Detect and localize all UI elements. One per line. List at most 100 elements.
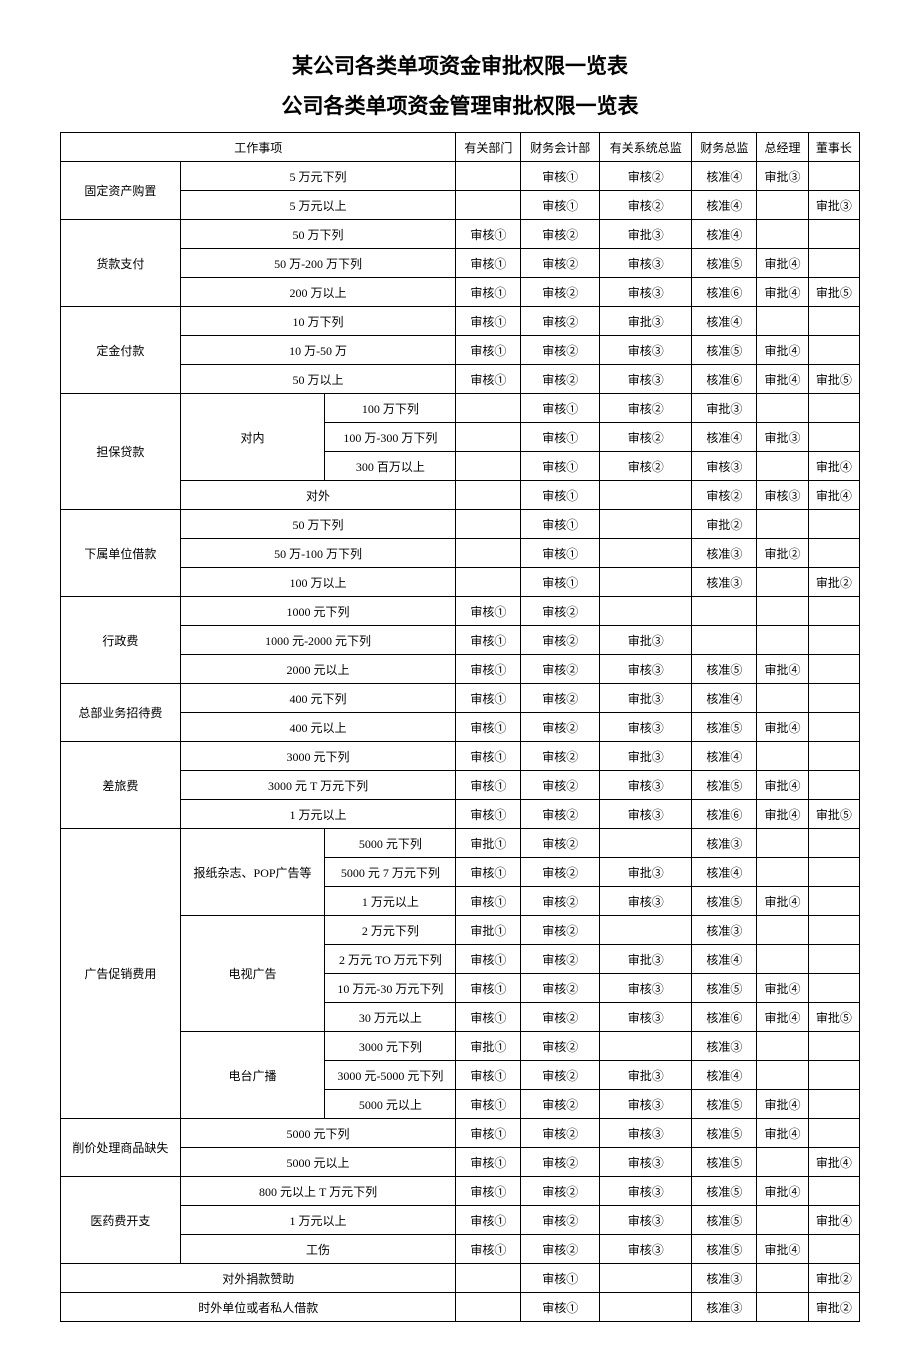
cell bbox=[600, 481, 692, 510]
cell: 审批③ bbox=[808, 191, 859, 220]
tier-cell: 1000 元-2000 元下列 bbox=[180, 626, 456, 655]
cell: 审批③ bbox=[600, 684, 692, 713]
table-row: 行政费 1000 元下列 审核① 审核② bbox=[61, 597, 860, 626]
cell: 审核① bbox=[521, 1293, 600, 1322]
cell bbox=[757, 1206, 808, 1235]
subcat-cell: 报纸杂志、POP广告等 bbox=[180, 829, 325, 916]
cell bbox=[456, 1293, 521, 1322]
cell: 审核② bbox=[521, 858, 600, 887]
cell bbox=[808, 1119, 859, 1148]
cell: 审批④ bbox=[757, 1119, 808, 1148]
cell bbox=[757, 1032, 808, 1061]
cell: 审核① bbox=[456, 278, 521, 307]
cell bbox=[808, 916, 859, 945]
cell: 审核① bbox=[456, 365, 521, 394]
cell: 核准⑤ bbox=[692, 336, 757, 365]
tier-cell: 5 万元以上 bbox=[180, 191, 456, 220]
cell: 核准⑥ bbox=[692, 278, 757, 307]
cell bbox=[456, 162, 521, 191]
cat-cell: 医药费开支 bbox=[61, 1177, 181, 1264]
cell bbox=[600, 1264, 692, 1293]
cell: 审核① bbox=[456, 713, 521, 742]
cell bbox=[808, 626, 859, 655]
cat-cell: 货款支付 bbox=[61, 220, 181, 307]
cell: 审批④ bbox=[757, 1177, 808, 1206]
cell: 审批① bbox=[456, 1032, 521, 1061]
cell: 审核② bbox=[521, 220, 600, 249]
table-row: 下属单位借款 50 万下列 审核① 审批② bbox=[61, 510, 860, 539]
cell bbox=[808, 597, 859, 626]
col-finance-director: 财务总监 bbox=[692, 133, 757, 162]
cell bbox=[808, 336, 859, 365]
cell bbox=[757, 1061, 808, 1090]
cell: 审核② bbox=[521, 597, 600, 626]
tier-cell: 100 万-300 万下列 bbox=[325, 423, 456, 452]
table-row: 医药费开支 800 元以上 T 万元下列 审核① 审核② 审核③ 核准⑤ 审批④ bbox=[61, 1177, 860, 1206]
cell: 审核① bbox=[456, 336, 521, 365]
cell: 审核① bbox=[456, 742, 521, 771]
cell: 审核③ bbox=[692, 452, 757, 481]
table-row: 50 万-200 万下列 审核① 审核② 审核③ 核准⑤ 审批④ bbox=[61, 249, 860, 278]
cell: 审核① bbox=[456, 974, 521, 1003]
cell: 审核③ bbox=[600, 1206, 692, 1235]
table-row: 5000 元以上 审核① 审核② 审核③ 核准⑤ 审批④ bbox=[61, 1148, 860, 1177]
cell: 审核① bbox=[456, 1235, 521, 1264]
table-row: 50 万以上 审核① 审核② 审核③ 核准⑥ 审批④ 审批⑤ bbox=[61, 365, 860, 394]
table-row: 固定资产购置 5 万元下列 审核① 审核② 核准④ 审批③ bbox=[61, 162, 860, 191]
cell: 审核① bbox=[521, 452, 600, 481]
cell: 审核③ bbox=[600, 336, 692, 365]
cat-cell: 对外捐款赞助 bbox=[61, 1264, 456, 1293]
cell: 审核③ bbox=[600, 887, 692, 916]
cell: 审批④ bbox=[757, 974, 808, 1003]
cell: 审核① bbox=[456, 1061, 521, 1090]
cell bbox=[757, 916, 808, 945]
subcat-cell: 电视广告 bbox=[180, 916, 325, 1032]
cell: 审批③ bbox=[600, 945, 692, 974]
tier-cell: 100 万下列 bbox=[325, 394, 456, 423]
col-work-item: 工作事项 bbox=[61, 133, 456, 162]
cell: 审批④ bbox=[757, 336, 808, 365]
cell: 审核③ bbox=[600, 713, 692, 742]
cell: 核准⑤ bbox=[692, 1090, 757, 1119]
cell: 审批④ bbox=[808, 1206, 859, 1235]
table-row: 200 万以上 审核① 审核② 审核③ 核准⑥ 审批④ 审批⑤ bbox=[61, 278, 860, 307]
cell bbox=[456, 568, 521, 597]
cell: 审核② bbox=[521, 713, 600, 742]
header-row: 工作事项 有关部门 财务会计部 有关系统总监 财务总监 总经理 董事长 bbox=[61, 133, 860, 162]
cell bbox=[808, 162, 859, 191]
tier-cell: 50 万-200 万下列 bbox=[180, 249, 456, 278]
cell: 审批④ bbox=[757, 1003, 808, 1032]
cell bbox=[600, 568, 692, 597]
cell bbox=[757, 597, 808, 626]
table-row: 50 万-100 万下列 审核① 核准③ 审批② bbox=[61, 539, 860, 568]
cell: 审批④ bbox=[757, 713, 808, 742]
cell bbox=[808, 1032, 859, 1061]
cell: 核准⑥ bbox=[692, 800, 757, 829]
cell bbox=[600, 916, 692, 945]
table-row: 定金付款 10 万下列 审核① 审核② 审批③ 核准④ bbox=[61, 307, 860, 336]
cell: 审核① bbox=[521, 191, 600, 220]
cell bbox=[808, 249, 859, 278]
cell: 审批④ bbox=[757, 1235, 808, 1264]
cell: 审批⑤ bbox=[808, 1003, 859, 1032]
cell: 审批⑤ bbox=[808, 800, 859, 829]
table-row: 差旅费 3000 元下列 审核① 审核② 审批③ 核准④ bbox=[61, 742, 860, 771]
cell: 审核③ bbox=[600, 1235, 692, 1264]
table-row: 100 万以上 审核① 核准③ 审批② bbox=[61, 568, 860, 597]
cell: 核准⑤ bbox=[692, 974, 757, 1003]
col-chairman: 董事长 bbox=[808, 133, 859, 162]
cell: 审核① bbox=[456, 1177, 521, 1206]
cell: 核准④ bbox=[692, 220, 757, 249]
subcat-cell: 电台广播 bbox=[180, 1032, 325, 1119]
cell bbox=[808, 771, 859, 800]
cell bbox=[456, 510, 521, 539]
cell: 审核① bbox=[456, 1090, 521, 1119]
cell bbox=[692, 597, 757, 626]
cell: 审核① bbox=[456, 626, 521, 655]
cell: 审核① bbox=[521, 394, 600, 423]
cell: 审核② bbox=[521, 1061, 600, 1090]
col-sys-director: 有关系统总监 bbox=[600, 133, 692, 162]
cell bbox=[808, 742, 859, 771]
cell: 审核② bbox=[521, 626, 600, 655]
cell: 核准③ bbox=[692, 1264, 757, 1293]
